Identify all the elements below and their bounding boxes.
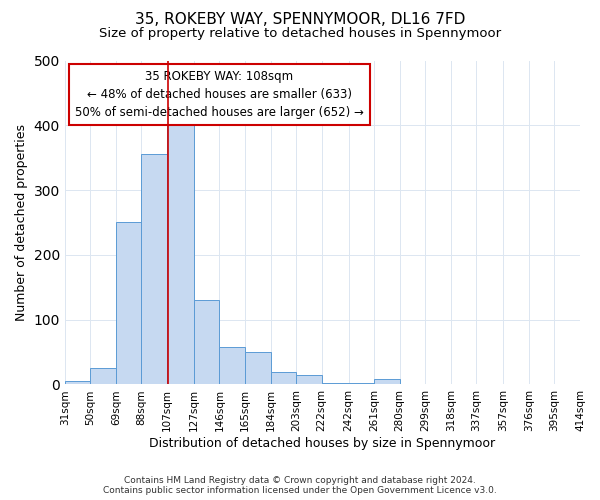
Bar bbox=[349, 383, 374, 384]
Bar bbox=[322, 383, 349, 384]
Bar bbox=[116, 222, 142, 384]
Bar bbox=[65, 381, 91, 384]
Y-axis label: Number of detached properties: Number of detached properties bbox=[15, 124, 28, 321]
Text: 35 ROKEBY WAY: 108sqm
← 48% of detached houses are smaller (633)
50% of semi-det: 35 ROKEBY WAY: 108sqm ← 48% of detached … bbox=[75, 70, 364, 119]
Bar bbox=[167, 126, 194, 384]
Bar bbox=[245, 352, 271, 384]
Bar bbox=[91, 368, 116, 384]
Bar bbox=[220, 347, 245, 385]
X-axis label: Distribution of detached houses by size in Spennymoor: Distribution of detached houses by size … bbox=[149, 437, 496, 450]
Bar bbox=[194, 300, 220, 384]
Text: 35, ROKEBY WAY, SPENNYMOOR, DL16 7FD: 35, ROKEBY WAY, SPENNYMOOR, DL16 7FD bbox=[135, 12, 465, 28]
Text: Contains HM Land Registry data © Crown copyright and database right 2024.
Contai: Contains HM Land Registry data © Crown c… bbox=[103, 476, 497, 495]
Bar bbox=[142, 154, 167, 384]
Bar bbox=[296, 374, 322, 384]
Text: Size of property relative to detached houses in Spennymoor: Size of property relative to detached ho… bbox=[99, 28, 501, 40]
Bar bbox=[271, 372, 296, 384]
Bar bbox=[374, 380, 400, 384]
